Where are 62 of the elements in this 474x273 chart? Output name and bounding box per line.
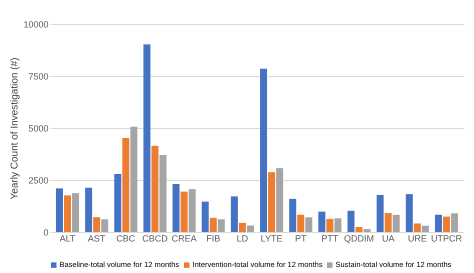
bar: [289, 198, 296, 232]
bar: [160, 155, 166, 232]
bar: [180, 192, 188, 232]
bar: [356, 227, 363, 232]
y-tick-label: 7500: [28, 72, 48, 82]
x-tick-label: PT: [294, 234, 307, 244]
x-tick-label: UA: [382, 234, 394, 244]
x-tick-label: UTPCR: [431, 234, 463, 244]
x-tick-label: CBC: [116, 234, 136, 244]
x-tick-label: ALT: [60, 234, 76, 244]
bar: [230, 196, 238, 232]
bar: [246, 226, 254, 232]
y-tick-label: 10000: [23, 20, 48, 30]
bar: [364, 229, 371, 232]
bar: [276, 168, 284, 232]
x-tick-label: URE: [408, 234, 427, 244]
bar: [434, 214, 442, 232]
bar: [56, 188, 63, 232]
x-tick-label: PTT: [321, 234, 339, 244]
y-tick-label: 0: [43, 228, 48, 238]
bar: [210, 218, 217, 232]
bar: [85, 188, 92, 232]
bar: [443, 216, 450, 232]
bar: [334, 218, 342, 232]
bar: [422, 226, 429, 232]
y-tick-label: 2500: [28, 176, 48, 186]
y-tick-label: 5000: [28, 124, 48, 134]
x-tick-label: FIB: [206, 234, 220, 244]
bar: [130, 126, 138, 232]
bar: [326, 218, 334, 232]
x-tick-label: CBCD: [142, 234, 168, 244]
bar: [318, 212, 326, 232]
bar: [202, 202, 209, 232]
bar: [172, 184, 180, 232]
bar: [114, 174, 122, 232]
bar: [348, 210, 354, 232]
bar: [143, 44, 150, 232]
bar: [101, 219, 108, 232]
bar: [297, 214, 304, 232]
bar: [414, 223, 421, 232]
x-tick-label: LD: [236, 234, 249, 244]
bar: [451, 213, 458, 232]
bar: [392, 214, 400, 232]
bar: [64, 195, 71, 232]
bar: [406, 194, 413, 232]
bar: [305, 217, 312, 232]
bar: [238, 222, 246, 232]
x-tick-label: CREA: [172, 234, 197, 244]
bar: [218, 219, 225, 232]
bar: [188, 189, 196, 232]
bar: [260, 68, 268, 232]
bar: [72, 193, 80, 232]
bar: [268, 172, 276, 232]
y-axis-title: Yearly Count of Investigation (#): [9, 58, 20, 200]
bar: [151, 146, 158, 232]
bar: [376, 194, 384, 232]
x-tick-label: LYTE: [260, 234, 282, 244]
bar: [93, 217, 100, 232]
x-tick-label: AST: [88, 234, 106, 244]
bar: [384, 213, 392, 232]
x-tick-label: QDDIM: [344, 234, 374, 244]
bar: [122, 138, 130, 232]
